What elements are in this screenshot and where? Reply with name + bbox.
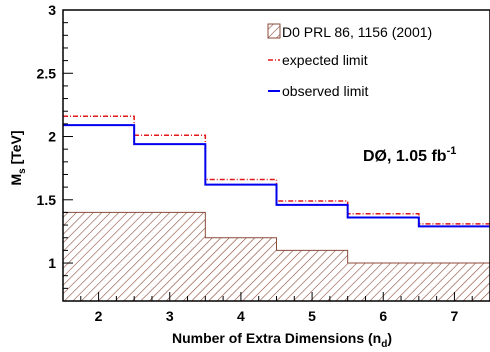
hatched-bar [205,237,277,301]
hatched-outline [63,211,490,264]
legend: D0 PRL 86, 1156 (2001) expected limit ob… [267,23,432,99]
x-tick-label: 3 [166,308,174,324]
x-tick-label: 6 [379,308,387,324]
legend-label-observed: observed limit [282,83,368,99]
experiment-annotation: DØ, 1.05 fb-1 [363,145,456,165]
observed-limit-line [63,124,490,228]
tick-labels: 2 3 4 5 6 7 1 1.5 2 2.5 3 [37,2,459,324]
hatched-bar [347,263,490,301]
legend-label-expected: expected limit [282,52,368,68]
x-axis-label: Number of Extra Dimensions (nd) [172,330,392,350]
y-tick-label: 2 [48,129,56,145]
x-tick-label: 2 [95,308,103,324]
y-tick-label: 1.5 [37,192,57,208]
legend-swatch-hatched [267,23,281,39]
x-tick-label: 7 [451,308,459,324]
limit-series [63,115,490,228]
y-tick-label: 2.5 [37,65,57,81]
y-tick-label: 1 [48,255,56,271]
y-axis-label: Ms [TeV] [8,130,28,185]
x-tick-label: 4 [237,308,245,324]
expected-limit-line [63,115,490,225]
x-tick-label: 5 [308,308,316,324]
hatched-area-series [63,211,490,301]
legend-label-reference: D0 PRL 86, 1156 (2001) [282,24,432,40]
hatched-bar [63,212,206,301]
y-tick-label: 3 [48,2,56,18]
axis-ticks [62,9,490,302]
